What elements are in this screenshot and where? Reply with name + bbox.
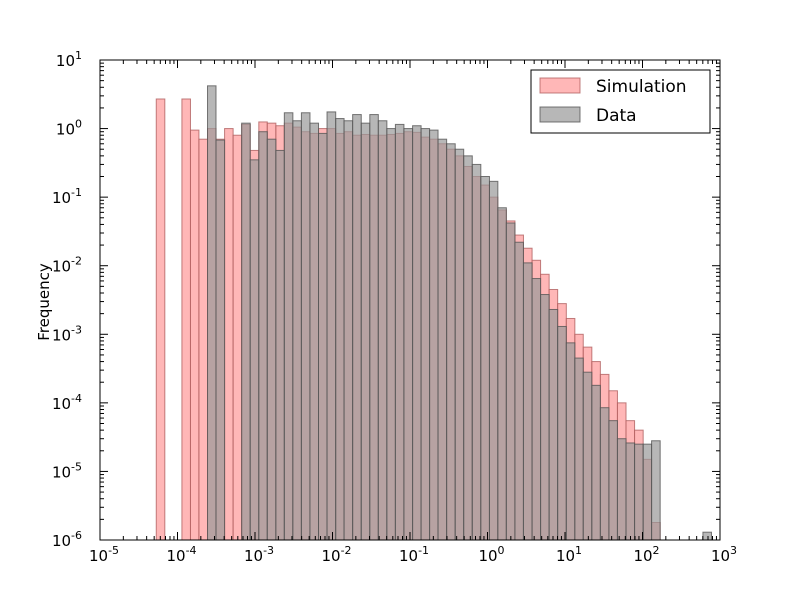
data-bar-44 bbox=[531, 278, 542, 541]
data-bar-29 bbox=[403, 128, 414, 541]
legend: Simulation Data bbox=[530, 69, 711, 134]
y-tick-label: 10-5 bbox=[52, 460, 82, 481]
data-bar-34 bbox=[446, 143, 456, 541]
x-tick-label: 10-5 bbox=[89, 544, 119, 565]
data-bar-52 bbox=[599, 407, 610, 541]
data-bar-25 bbox=[369, 114, 379, 541]
x-axis: 10-5 10-4 10-3 10-2 10-1 100 101 102 103 bbox=[89, 60, 737, 565]
data-bar-28 bbox=[394, 123, 405, 541]
y-tick-label: 10-4 bbox=[52, 392, 82, 413]
data-bar-17 bbox=[300, 112, 311, 541]
x-tick-label: 100 bbox=[478, 544, 504, 565]
legend-label-simulation: Simulation bbox=[596, 77, 687, 97]
simulation-bar-8 bbox=[224, 128, 234, 541]
data-bar-11 bbox=[249, 159, 260, 541]
data-bar-50 bbox=[582, 371, 593, 541]
data-bar-41 bbox=[505, 222, 516, 541]
simulation-bar-0 bbox=[155, 98, 166, 541]
data-bar-10 bbox=[241, 122, 251, 541]
y-tick-label: 10-3 bbox=[52, 323, 82, 344]
legend-swatch-data bbox=[539, 106, 581, 123]
data-bar-13 bbox=[266, 138, 277, 541]
data-bar-32 bbox=[429, 129, 439, 541]
data-bar-23 bbox=[352, 114, 362, 541]
data-bar-55 bbox=[625, 442, 636, 541]
data-bar-48 bbox=[565, 342, 576, 541]
data-bar-15 bbox=[283, 112, 294, 541]
data-bar-20 bbox=[326, 111, 337, 541]
data-bar-35 bbox=[454, 148, 465, 541]
data-bar-14 bbox=[275, 149, 285, 541]
data-bar-42 bbox=[514, 241, 524, 541]
simulation-bar-9 bbox=[232, 134, 243, 541]
y-tick-label: 10-2 bbox=[52, 255, 82, 276]
data-bar-38 bbox=[480, 176, 490, 541]
data-bar-49 bbox=[574, 357, 584, 541]
y-tick-label: 10-6 bbox=[52, 529, 82, 550]
data-bar-39 bbox=[488, 180, 499, 541]
data-bar-64 bbox=[702, 531, 712, 541]
data-bar-33 bbox=[437, 138, 448, 541]
data-bar-36 bbox=[463, 155, 473, 541]
data-bar-19 bbox=[318, 132, 328, 541]
y-tick-label: 10-1 bbox=[52, 186, 82, 207]
x-tick-label: 10-3 bbox=[244, 544, 274, 565]
data-bar-24 bbox=[360, 122, 371, 541]
data-bar-56 bbox=[634, 443, 644, 541]
legend-swatch-simulation bbox=[539, 77, 581, 94]
simulation-bar-5 bbox=[198, 138, 209, 541]
x-tick-label: 103 bbox=[711, 544, 737, 565]
data-bar-26 bbox=[377, 120, 388, 541]
data-bar-40 bbox=[497, 207, 507, 541]
data-bar-54 bbox=[616, 438, 627, 541]
data-bar-21 bbox=[335, 118, 345, 541]
y-axis-label: Frequency bbox=[35, 263, 53, 341]
data-bar-7 bbox=[215, 139, 226, 541]
x-tick-label: 10-4 bbox=[166, 544, 196, 565]
data-bar-57 bbox=[642, 443, 653, 541]
y-axis: 10-6 10-5 10-4 10-3 10-2 10-1 100 101 bbox=[52, 49, 720, 550]
data-bar-27 bbox=[386, 128, 396, 541]
data-bar-51 bbox=[591, 384, 601, 541]
x-tick-label: 102 bbox=[633, 544, 659, 565]
simulation-bar-3 bbox=[181, 98, 191, 541]
data-bar-12 bbox=[258, 131, 268, 541]
y-tick-label: 100 bbox=[56, 118, 82, 139]
data-bar-37 bbox=[471, 163, 482, 541]
simulation-bar-4 bbox=[189, 129, 200, 541]
data-bar-46 bbox=[548, 308, 559, 541]
data-bar-43 bbox=[522, 262, 533, 541]
legend-label-data: Data bbox=[596, 106, 637, 126]
data-bar-58 bbox=[651, 440, 661, 541]
data-bar-45 bbox=[540, 294, 550, 541]
data-bar-6 bbox=[207, 85, 217, 541]
data-bar-31 bbox=[420, 128, 431, 541]
data-bar-18 bbox=[309, 122, 320, 541]
x-tick-label: 10-2 bbox=[321, 544, 351, 565]
x-tick-label: 101 bbox=[556, 544, 582, 565]
y-tick-label: 101 bbox=[56, 49, 82, 70]
x-tick-label: 10-1 bbox=[399, 544, 429, 565]
data-bar-16 bbox=[292, 120, 302, 541]
data-bar-47 bbox=[557, 325, 567, 541]
data-bar-22 bbox=[343, 120, 354, 541]
data-bar-30 bbox=[412, 125, 422, 541]
data-bar-53 bbox=[608, 420, 618, 541]
